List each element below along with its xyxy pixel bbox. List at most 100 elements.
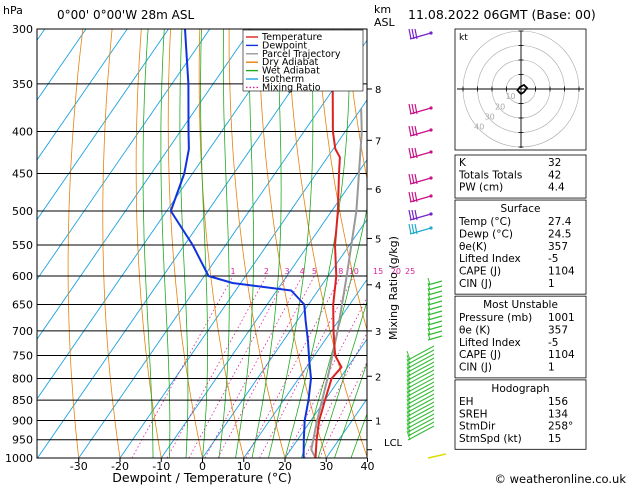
index-label: Dewp (°C) — [459, 228, 513, 240]
wind-barb-surface — [428, 454, 446, 458]
index-label: Temp (°C) — [458, 216, 511, 228]
datetime-label: 11.08.2022 06GMT (Base: 00) — [408, 7, 596, 22]
surface-section-title: Surface — [500, 203, 540, 215]
km-tick-label: 2 — [375, 372, 381, 383]
pressure-axis: 3003504004505005506006507007508008509009… — [5, 23, 33, 465]
most-unstable-section-title: Most Unstable — [483, 299, 558, 311]
pressure-tick-label: 700 — [12, 325, 33, 338]
wind-barb — [407, 422, 434, 436]
index-value: 1001 — [548, 312, 575, 324]
index-label: Totals Totals — [458, 169, 522, 181]
index-label: CAPE (J) — [459, 349, 501, 361]
index-value: 357 — [548, 241, 568, 253]
km-tick-label: 5 — [375, 234, 381, 245]
mixing-ratio-label: 2 — [264, 267, 269, 276]
pressure-tick-label: 650 — [12, 299, 33, 312]
wind-barbs — [407, 29, 446, 458]
index-label: CIN (J) — [459, 278, 492, 290]
x-axis-title: Dewpoint / Temperature (°C) — [112, 470, 291, 485]
index-label: θe(K) — [459, 241, 487, 253]
index-value: 27.4 — [548, 216, 572, 228]
pressure-tick-label: 450 — [12, 167, 33, 180]
mixing-ratio-label: 4 — [300, 267, 305, 276]
index-label: PW (cm) — [459, 182, 503, 194]
x-tick-label: 40 — [361, 460, 375, 473]
pressure-tick-label: 1000 — [5, 452, 33, 465]
index-value: 4.4 — [548, 182, 565, 194]
pressure-tick-label: 850 — [12, 394, 33, 407]
wind-barb — [409, 210, 433, 220]
index-value: 42 — [548, 169, 561, 181]
km-tick-label: 7 — [375, 136, 381, 147]
legend-label: Mixing Ratio — [262, 82, 321, 93]
index-value: 15 — [548, 433, 561, 445]
index-label: SREH — [459, 408, 488, 420]
index-value: 1 — [548, 362, 555, 374]
pressure-tick-label: 800 — [12, 372, 33, 385]
index-label: EH — [459, 396, 474, 408]
index-label: StmSpd (kt) — [459, 433, 522, 445]
wind-barb — [407, 426, 434, 440]
wind-barb — [407, 418, 434, 432]
index-label: Lifted Index — [459, 337, 521, 349]
copyright-credit: © weatheronline.co.uk — [494, 472, 626, 486]
wind-barb — [409, 29, 433, 39]
pressure-tick-label: 750 — [12, 349, 33, 362]
pressure-tick-label: 900 — [12, 414, 33, 427]
mixing-ratio-label: 3 — [285, 267, 290, 276]
hodograph-ring-label: 10 — [505, 92, 515, 101]
hodograph-ring-label: 20 — [495, 102, 505, 111]
dry-adiabat-line — [580, 29, 629, 458]
index-label: θe (K) — [459, 325, 490, 337]
index-value: 1 — [548, 278, 555, 290]
wind-barb — [407, 346, 434, 360]
wind-barb — [407, 378, 434, 392]
index-label: Pressure (mb) — [459, 312, 532, 324]
wind-barb — [409, 174, 433, 184]
wind-barb — [409, 224, 433, 234]
x-tick-label: 30 — [319, 460, 333, 473]
wind-barb — [409, 126, 433, 136]
index-value: -5 — [548, 253, 558, 265]
wind-barb — [407, 414, 434, 428]
location-label: 0°00' 0°00'W 28m ASL — [57, 8, 195, 22]
index-label: K — [459, 157, 467, 169]
km-unit-label: km — [374, 3, 391, 16]
wind-barb — [407, 370, 434, 384]
index-value: 134 — [548, 408, 568, 420]
index-label: StmDir — [459, 421, 496, 433]
pressure-tick-label: 950 — [12, 434, 33, 447]
km-tick-label: 1 — [375, 416, 381, 427]
pressure-tick-label: 300 — [12, 23, 33, 36]
hodograph-frame — [455, 29, 586, 150]
index-value: 1104 — [548, 349, 575, 361]
wind-barb — [407, 350, 434, 364]
index-value: 1104 — [548, 265, 575, 277]
km-tick-label: 3 — [375, 327, 381, 338]
lcl-label: LCL — [384, 438, 403, 449]
wind-barb — [407, 362, 434, 376]
wind-barb — [407, 382, 434, 396]
hodograph-section-title: Hodograph — [491, 383, 549, 395]
x-tick-label: -30 — [70, 460, 88, 473]
pressure-tick-label: 600 — [12, 270, 33, 283]
wind-barb — [407, 406, 434, 420]
index-value: -5 — [548, 337, 558, 349]
wind-barb — [407, 390, 434, 404]
wind-barb — [428, 278, 442, 285]
wind-barb — [407, 374, 434, 388]
index-value: 32 — [548, 157, 561, 169]
hodograph-ring-label: 30 — [485, 112, 495, 121]
pressure-tick-label: 350 — [12, 78, 33, 91]
pressure-tick-label: 400 — [12, 126, 33, 139]
wind-barb — [407, 394, 434, 408]
mixing-ratio-axis-title: Mixing Ratio (g/kg) — [387, 236, 400, 340]
mixing-ratio-label: 1 — [230, 267, 235, 276]
mixing-ratio-label: 15 — [373, 267, 383, 276]
dry-adiabat-line — [609, 29, 629, 458]
wind-barb — [407, 358, 434, 372]
wind-barb — [407, 366, 434, 380]
index-label: CIN (J) — [459, 362, 492, 374]
